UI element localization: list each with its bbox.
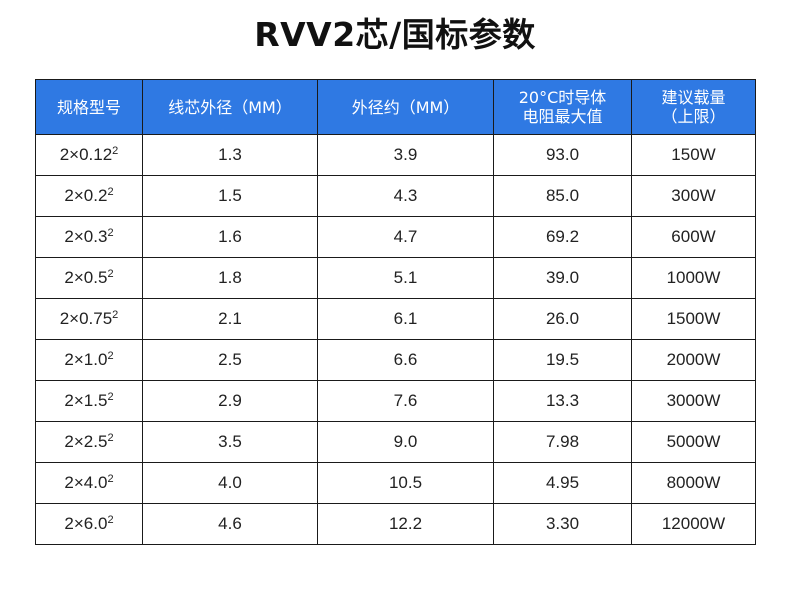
outer-diameter-cell: 6.1 xyxy=(317,298,494,340)
load-cell: 1000W xyxy=(631,257,756,299)
spec-superscript: 2 xyxy=(112,309,119,321)
spec-value: 2×4.0 xyxy=(64,473,108,492)
resistance-cell: 26.0 xyxy=(493,298,632,340)
table-row: 2×0.32 1.6 4.7 69.2 600W xyxy=(35,216,756,258)
spec-value: 2×0.75 xyxy=(59,309,113,328)
spec-superscript: 2 xyxy=(112,145,119,157)
table-row: 2×1.02 2.5 6.6 19.5 2000W xyxy=(35,339,756,381)
spec-model-cell: 2×0.22 xyxy=(35,175,143,217)
core-diameter-cell: 3.5 xyxy=(142,421,318,463)
spec-value: 2×0.12 xyxy=(59,145,113,164)
resistance-cell: 93.0 xyxy=(493,134,632,176)
core-diameter-cell: 1.5 xyxy=(142,175,318,217)
core-diameter-cell: 1.3 xyxy=(142,134,318,176)
resistance-cell: 7.98 xyxy=(493,421,632,463)
spec-model-cell: 2×1.02 xyxy=(35,339,143,381)
load-cell: 3000W xyxy=(631,380,756,422)
table-row: 2×2.52 3.5 9.0 7.98 5000W xyxy=(35,421,756,463)
outer-diameter-cell: 10.5 xyxy=(317,462,494,504)
spec-superscript: 2 xyxy=(107,186,114,198)
spec-value: 2×1.0 xyxy=(64,350,108,369)
spec-value: 2×2.5 xyxy=(64,432,108,451)
spec-value: 2×0.2 xyxy=(64,186,108,205)
header-outer-diameter: 外径约（MM） xyxy=(317,79,494,135)
spec-superscript: 2 xyxy=(107,391,114,403)
resistance-cell: 19.5 xyxy=(493,339,632,381)
spec-table: 规格型号 线芯外径（MM） 外径约（MM） 20°C时导体 电阻最大值 建议载量… xyxy=(35,79,756,545)
outer-diameter-cell: 7.6 xyxy=(317,380,494,422)
outer-diameter-cell: 6.6 xyxy=(317,339,494,381)
resistance-cell: 4.95 xyxy=(493,462,632,504)
spec-value: 2×1.5 xyxy=(64,391,108,410)
table-header-row: 规格型号 线芯外径（MM） 外径约（MM） 20°C时导体 电阻最大值 建议载量… xyxy=(35,79,756,135)
resistance-cell: 69.2 xyxy=(493,216,632,258)
spec-model-cell: 2×0.32 xyxy=(35,216,143,258)
load-cell: 150W xyxy=(631,134,756,176)
page-title: RVV2芯/国标参数 xyxy=(254,15,536,54)
outer-diameter-cell: 5.1 xyxy=(317,257,494,299)
table-row: 2×0.52 1.8 5.1 39.0 1000W xyxy=(35,257,756,299)
spec-superscript: 2 xyxy=(107,227,114,239)
spec-value: 2×0.3 xyxy=(64,227,108,246)
spec-value: 2×0.5 xyxy=(64,268,108,287)
table-row: 2×0.22 1.5 4.3 85.0 300W xyxy=(35,175,756,217)
spec-model-cell: 2×0.122 xyxy=(35,134,143,176)
core-diameter-cell: 1.8 xyxy=(142,257,318,299)
spec-superscript: 2 xyxy=(107,350,114,362)
core-diameter-cell: 4.6 xyxy=(142,503,318,545)
table-body: 2×0.122 1.3 3.9 93.0 150W 2×0.22 1.5 4.3 85.0 300… xyxy=(35,134,756,545)
table-row: 2×4.02 4.0 10.5 4.95 8000W xyxy=(35,462,756,504)
outer-diameter-cell: 4.7 xyxy=(317,216,494,258)
core-diameter-cell: 1.6 xyxy=(142,216,318,258)
table-row: 2×0.752 2.1 6.1 26.0 1500W xyxy=(35,298,756,340)
core-diameter-cell: 2.9 xyxy=(142,380,318,422)
load-cell: 300W xyxy=(631,175,756,217)
core-diameter-cell: 2.5 xyxy=(142,339,318,381)
core-diameter-cell: 2.1 xyxy=(142,298,318,340)
spec-superscript: 2 xyxy=(107,432,114,444)
outer-diameter-cell: 9.0 xyxy=(317,421,494,463)
header-core-diameter: 线芯外径（MM） xyxy=(142,79,318,135)
load-cell: 1500W xyxy=(631,298,756,340)
table-row: 2×6.02 4.6 12.2 3.30 12000W xyxy=(35,503,756,545)
load-cell: 2000W xyxy=(631,339,756,381)
spec-superscript: 2 xyxy=(107,268,114,280)
resistance-cell: 3.30 xyxy=(493,503,632,545)
table-row: 2×1.52 2.9 7.6 13.3 3000W xyxy=(35,380,756,422)
spec-model-cell: 2×2.52 xyxy=(35,421,143,463)
outer-diameter-cell: 3.9 xyxy=(317,134,494,176)
resistance-cell: 85.0 xyxy=(493,175,632,217)
load-cell: 600W xyxy=(631,216,756,258)
load-cell: 12000W xyxy=(631,503,756,545)
resistance-cell: 13.3 xyxy=(493,380,632,422)
load-cell: 5000W xyxy=(631,421,756,463)
header-recommended-load: 建议载量 （上限） xyxy=(631,79,756,135)
outer-diameter-cell: 12.2 xyxy=(317,503,494,545)
table-row: 2×0.122 1.3 3.9 93.0 150W xyxy=(35,134,756,176)
spec-superscript: 2 xyxy=(107,514,114,526)
core-diameter-cell: 4.0 xyxy=(142,462,318,504)
resistance-cell: 39.0 xyxy=(493,257,632,299)
load-cell: 8000W xyxy=(631,462,756,504)
spec-model-cell: 2×0.52 xyxy=(35,257,143,299)
header-max-resistance: 20°C时导体 电阻最大值 xyxy=(493,79,632,135)
spec-superscript: 2 xyxy=(107,473,114,485)
spec-model-cell: 2×6.02 xyxy=(35,503,143,545)
spec-model-cell: 2×4.02 xyxy=(35,462,143,504)
header-spec-model: 规格型号 xyxy=(35,79,143,135)
spec-model-cell: 2×1.52 xyxy=(35,380,143,422)
outer-diameter-cell: 4.3 xyxy=(317,175,494,217)
spec-model-cell: 2×0.752 xyxy=(35,298,143,340)
spec-value: 2×6.0 xyxy=(64,514,108,533)
